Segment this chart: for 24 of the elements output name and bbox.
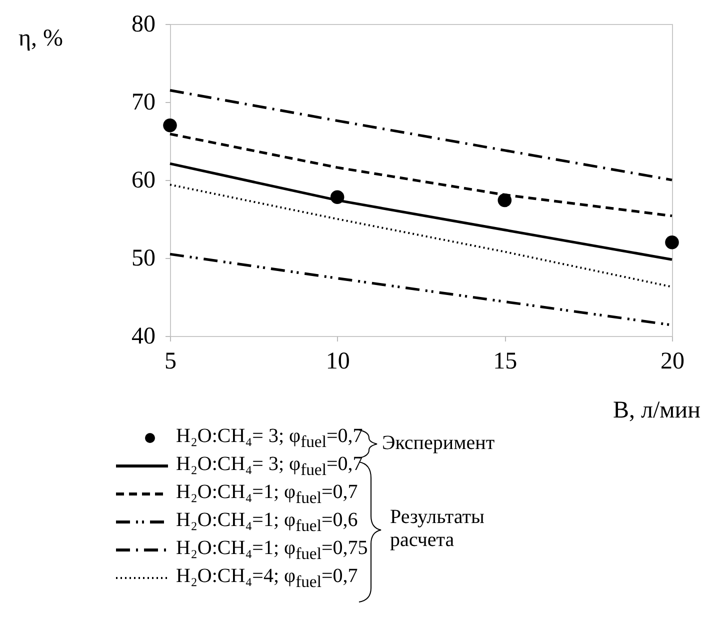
- legend-label: H₂O:CH₄=1; φ$_{fuel}$=0,75: [176, 536, 368, 564]
- y-axis-title: η, %: [18, 26, 64, 52]
- x-tick-label: 20: [660, 348, 684, 374]
- point: [665, 236, 679, 250]
- x-axis-title: B, л/мин: [612, 398, 701, 424]
- x-tick-label: 15: [493, 348, 518, 374]
- y-tick-label: 50: [132, 246, 156, 272]
- line-series: [168, 162, 674, 261]
- legend-label: H₂O:CH₄=1; φ$_{fuel}$=0,6: [176, 508, 358, 536]
- x-tick-label: 5: [164, 348, 176, 374]
- y-tick-label: 40: [132, 324, 156, 350]
- point: [163, 118, 177, 132]
- legend-label: H₂O:CH₄=1; φ$_{fuel}$=0,7: [176, 480, 358, 508]
- y-tick-label: 80: [132, 12, 156, 38]
- line-series: [168, 89, 674, 182]
- text: Результаты расчета: [390, 506, 486, 552]
- y-tick-label: 60: [132, 168, 156, 194]
- y-tick-label: 70: [132, 90, 156, 116]
- legend-label: H₂O:CH₄= 3; φ$_{fuel}$=0,7: [176, 424, 363, 452]
- legend-label: H₂O:CH₄=4; φ$_{fuel}$=0,7: [176, 564, 358, 592]
- line-series: [169, 184, 673, 288]
- x-tick-label: 10: [326, 348, 350, 374]
- legend-label: H₂O:CH₄= 3; φ$_{fuel}$=0,7: [176, 452, 363, 480]
- text: Эксперимент: [382, 432, 496, 455]
